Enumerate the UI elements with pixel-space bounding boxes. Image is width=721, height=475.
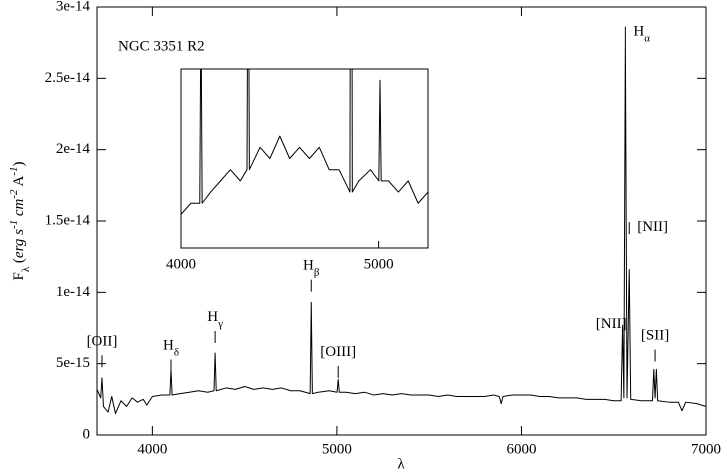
line-label-text: [SII] xyxy=(641,328,669,344)
line-label-text: H xyxy=(303,258,314,274)
line-label: [SII] xyxy=(641,328,669,344)
y-tick-label: 5e-15 xyxy=(56,355,90,371)
y-tick-label: 1e-14 xyxy=(56,284,91,300)
inset-x-tick-label: 4000 xyxy=(166,256,196,272)
line-label: Hδ xyxy=(163,338,179,358)
line-label-sub: β xyxy=(314,266,320,278)
line-label: [OII] xyxy=(87,334,118,350)
y-label-part: -2 xyxy=(8,189,20,199)
line-label-sub: δ xyxy=(174,346,179,358)
x-tick-label: 4000 xyxy=(137,441,167,457)
inset-spectrum-line xyxy=(181,69,428,221)
line-label: [OIII] xyxy=(320,344,356,360)
inset-x-tick-label: 5000 xyxy=(364,256,394,272)
y-label-part: A xyxy=(11,176,27,190)
y-tick-label: 0 xyxy=(83,426,91,442)
y-tick-label: 2e-14 xyxy=(56,141,91,157)
line-label-text: H xyxy=(633,24,644,40)
line-label-text: [OIII] xyxy=(320,344,356,360)
y-tick-label: 3e-14 xyxy=(56,0,91,14)
line-label-text: H xyxy=(207,309,218,325)
y-label-part: λ xyxy=(20,266,32,272)
y-label-part: ) xyxy=(11,162,27,167)
x-axis-label: λ xyxy=(397,456,405,472)
chart-title: NGC 3351 R2 xyxy=(118,38,205,54)
line-label-text: [NII] xyxy=(596,317,627,333)
spectrum-line xyxy=(96,37,707,415)
inset-plot xyxy=(181,69,428,221)
y-label-part: -1 xyxy=(8,220,20,229)
y-label-part: F xyxy=(11,272,27,280)
x-tick-label: 6000 xyxy=(506,441,536,457)
line-label: [NII] xyxy=(637,220,668,236)
y-label-part: ( xyxy=(11,258,27,267)
y-label-part: erg s xyxy=(11,229,27,258)
y-tick-label: 1.5e-14 xyxy=(45,212,91,228)
line-label-text: H xyxy=(163,338,174,354)
y-tick-label: 2.5e-14 xyxy=(45,70,91,86)
inset-frame xyxy=(180,68,429,249)
y-label-part: -1 xyxy=(8,167,20,176)
line-label: Hγ xyxy=(207,309,223,329)
y-label-part: cm xyxy=(11,198,27,219)
line-label-text: [NII] xyxy=(637,220,668,236)
line-label: Hβ xyxy=(303,258,320,278)
line-label: Hα xyxy=(633,24,650,44)
y-axis-label: Fλ (erg s-1 cm-2 A-1) xyxy=(8,162,32,281)
line-label-sub: α xyxy=(644,32,650,44)
x-tick-label: 5000 xyxy=(322,441,352,457)
line-label-text: [OII] xyxy=(87,334,118,350)
line-label: [NII] xyxy=(596,317,627,333)
x-tick-label: 7000 xyxy=(691,441,721,457)
plot-frame xyxy=(96,6,707,436)
line-label-sub: γ xyxy=(217,318,223,330)
